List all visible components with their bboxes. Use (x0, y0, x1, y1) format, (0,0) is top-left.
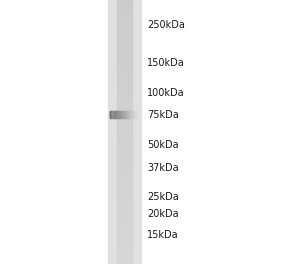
Text: 150kDa: 150kDa (147, 58, 185, 68)
Text: 100kDa: 100kDa (147, 88, 185, 98)
Text: 15kDa: 15kDa (147, 230, 179, 240)
Text: 50kDa: 50kDa (147, 140, 179, 150)
Text: 250kDa: 250kDa (147, 20, 185, 30)
Text: 37kDa: 37kDa (147, 163, 179, 173)
Text: 20kDa: 20kDa (147, 209, 179, 219)
Text: 25kDa: 25kDa (147, 192, 179, 202)
Text: 75kDa: 75kDa (147, 110, 179, 120)
